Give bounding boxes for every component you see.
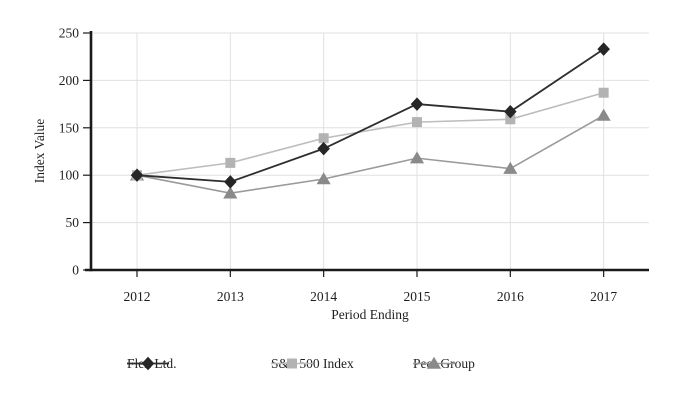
diamond-marker xyxy=(224,175,237,189)
diamond-marker xyxy=(317,141,330,156)
triangle-marker xyxy=(409,151,425,164)
diamond-marker xyxy=(410,97,424,111)
series-flex-ltd- xyxy=(130,42,610,189)
y-axis-title: Index Value xyxy=(32,118,47,184)
tick-labels: 0 50 100 150 200 250 2012 2013 2014 2015 2016 2017 xyxy=(59,26,618,305)
square-marker xyxy=(598,87,609,98)
axes xyxy=(83,31,649,277)
y-tick-label: 200 xyxy=(59,73,80,88)
series-line xyxy=(136,114,605,195)
triangle-marker xyxy=(316,172,331,185)
x-tick-label: 2017 xyxy=(590,289,617,304)
x-tick-label: 2016 xyxy=(497,289,524,304)
gridlines xyxy=(91,32,649,270)
series-line xyxy=(136,91,604,176)
y-tick-label: 0 xyxy=(72,263,79,278)
triangle-marker xyxy=(503,161,518,174)
x-tick-label: 2014 xyxy=(310,289,337,304)
y-tick-label: 150 xyxy=(59,120,80,135)
series-line xyxy=(136,48,605,183)
y-tick-label: 250 xyxy=(59,26,80,41)
x-tick-label: 2015 xyxy=(403,289,430,304)
diamond-marker xyxy=(504,104,517,119)
square-marker xyxy=(225,157,236,168)
square-marker xyxy=(411,117,422,128)
square-marker xyxy=(318,133,329,144)
x-tick-label: 2012 xyxy=(124,289,151,304)
x-tick-label: 2013 xyxy=(217,289,244,304)
y-tick-label: 100 xyxy=(59,168,80,183)
series-s-p-500-index xyxy=(132,87,609,181)
x-axis-title: Period Ending xyxy=(331,307,409,322)
triangle-marker xyxy=(596,108,611,121)
triangle-marker xyxy=(223,186,238,199)
series-peer-group xyxy=(129,108,611,199)
diamond-marker xyxy=(130,168,144,182)
y-tick-label: 50 xyxy=(66,215,80,230)
diamond-marker xyxy=(597,42,610,56)
